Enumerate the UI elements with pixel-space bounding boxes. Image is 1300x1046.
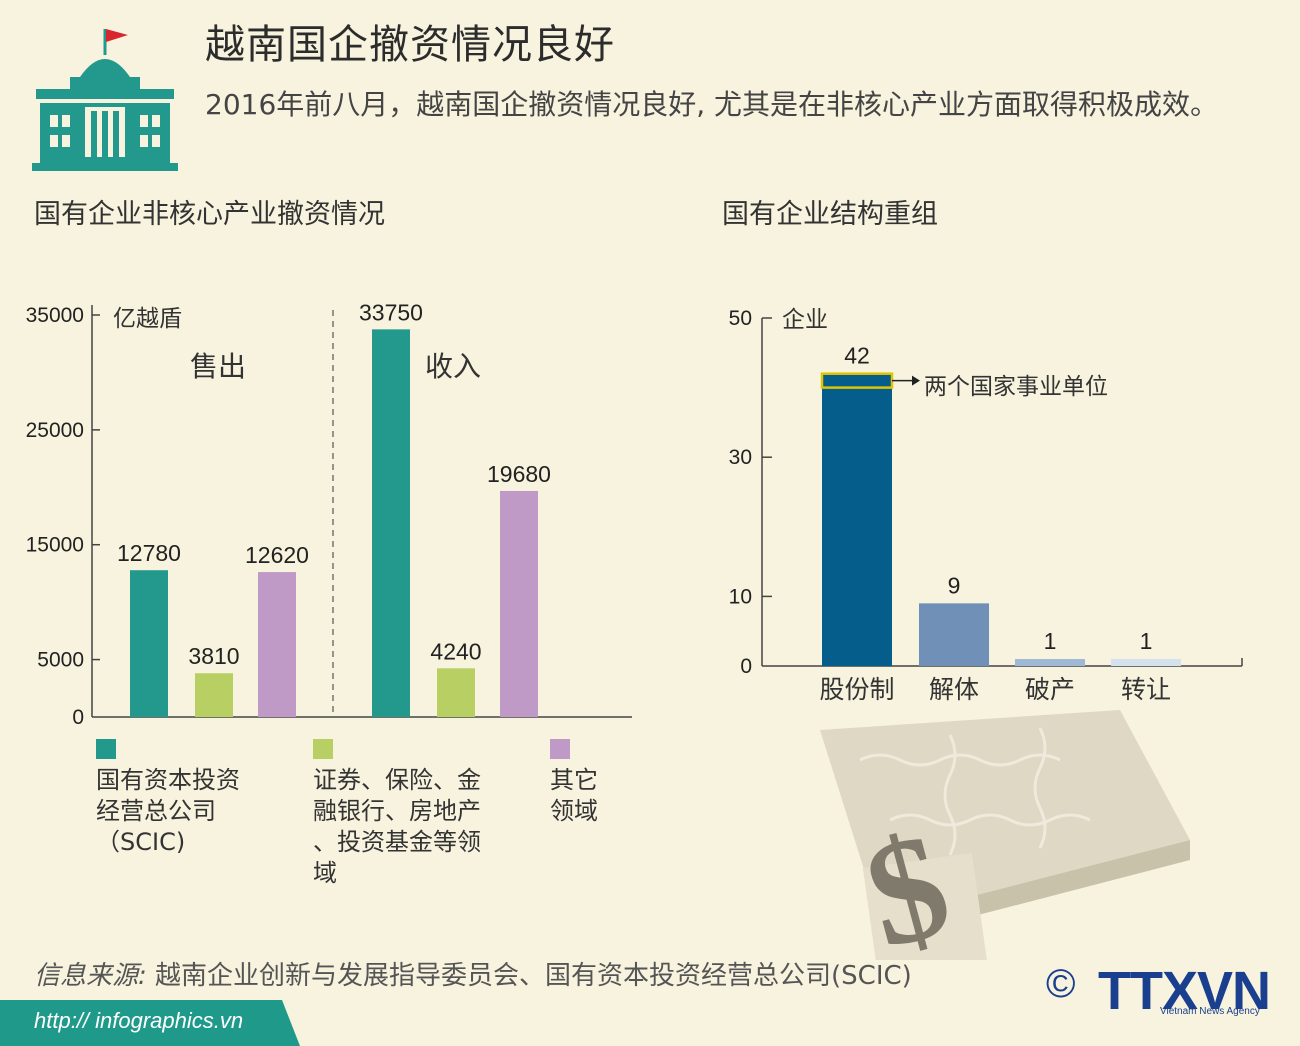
y-tick-label: 10 <box>729 585 752 608</box>
legend-item-other: 其它 领域 <box>550 765 598 827</box>
category-label: 股份制 <box>819 675 894 704</box>
data-label: 9 <box>948 572 961 598</box>
annotation-two-state-units: 两个国家事业单位 <box>924 374 1108 400</box>
y-tick-label: 30 <box>729 446 752 469</box>
bar-sold-0 <box>130 570 168 717</box>
bar-0 <box>822 373 892 666</box>
legend-item-scic: 国有资本投资 经营总公司 （SCIC) <box>96 765 240 858</box>
data-label: 1 <box>1044 628 1057 654</box>
footer-url-link[interactable]: http:// infographics.vn <box>34 1008 244 1033</box>
left-chart-title: 国有企业非核心产业撤资情况 <box>34 199 385 230</box>
right-chart-ylabel: 企业 <box>782 307 828 333</box>
category-label: 解体 <box>929 675 979 704</box>
y-tick-label: 0 <box>72 706 84 729</box>
page-subtitle: 2016年前八月，越南国企撤资情况良好, 尤其是在非核心产业方面取得积极成效。 <box>205 88 1219 121</box>
group-label-income: 收入 <box>425 350 482 383</box>
data-label: 1 <box>1140 628 1153 654</box>
footer-bar <box>0 1000 300 1046</box>
bar-sold-1 <box>195 673 233 717</box>
data-label: 33750 <box>359 299 423 325</box>
source-text: 越南企业创新与发展指导委员会、国有资本投资经营总公司(SCIC) <box>155 961 912 991</box>
government-building-icon <box>32 29 178 171</box>
legend-line: 证券、保险、金 <box>313 766 481 794</box>
legend-item-finance: 证券、保险、金 融银行、房地产 、投资基金等领 域 <box>313 765 481 889</box>
y-tick-label: 15000 <box>26 534 84 557</box>
restructuring-chart: 50 30 10 0 42 股份制 9 解体 1 破产 1 转让 <box>729 307 1243 704</box>
y-tick-label: 5000 <box>37 649 84 672</box>
legend-swatch-other <box>550 739 570 759</box>
right-chart-title: 国有企业结构重组 <box>722 199 938 230</box>
logo-subtitle: Vietnam News Agency <box>1160 1006 1260 1017</box>
bar-2 <box>1015 659 1085 666</box>
data-label: 12620 <box>245 542 309 568</box>
category-label: 转让 <box>1121 675 1171 704</box>
bar-income-1 <box>437 668 475 717</box>
copyright-symbol: © <box>1046 962 1076 1006</box>
bar-sold-2 <box>258 572 296 717</box>
data-label: 42 <box>844 343 870 369</box>
legend-line: 其它 <box>550 766 598 794</box>
legend-line: 、投资基金等领 <box>313 828 481 856</box>
y-tick-label: 50 <box>729 307 752 330</box>
source-note: 信息来源: 越南企业创新与发展指导委员会、国有资本投资经营总公司(SCIC) <box>34 955 912 992</box>
category-label: 破产 <box>1025 675 1075 704</box>
group-label-sold: 售出 <box>190 350 247 383</box>
data-label: 12780 <box>117 540 181 566</box>
legend-line: 融银行、房地产 <box>313 797 481 825</box>
legend-line: （SCIC) <box>96 828 186 856</box>
data-label: 4240 <box>430 638 481 664</box>
y-tick-label: 25000 <box>26 419 84 442</box>
legend-line: 经营总公司 <box>96 797 216 825</box>
bar-income-0 <box>372 329 410 717</box>
y-tick-label: 0 <box>740 655 752 678</box>
arrow-head-icon <box>912 375 920 386</box>
legend-line: 领域 <box>550 797 598 825</box>
data-label: 3810 <box>188 643 239 669</box>
puzzle-background-image: $ <box>820 710 1190 960</box>
legend-line: 国有资本投资 <box>96 766 240 794</box>
bar-income-2 <box>500 490 538 717</box>
bar-1 <box>919 603 989 666</box>
page-title: 越南国企撤资情况良好 <box>205 22 615 68</box>
data-label: 19680 <box>487 461 551 487</box>
source-label: 信息来源: <box>34 961 147 991</box>
legend-line: 域 <box>313 859 337 887</box>
legend-swatch-scic <box>96 739 116 759</box>
legend-swatch-finance <box>313 739 333 759</box>
y-tick-label: 35000 <box>26 304 84 327</box>
ttxvn-logo: TTXVN <box>1098 961 1271 1021</box>
divestment-chart: 35000 25000 15000 5000 0 12780 3810 12620 33750 4… <box>26 299 632 729</box>
left-chart-ylabel: 亿越盾 <box>113 306 182 332</box>
bar-3 <box>1111 659 1181 666</box>
